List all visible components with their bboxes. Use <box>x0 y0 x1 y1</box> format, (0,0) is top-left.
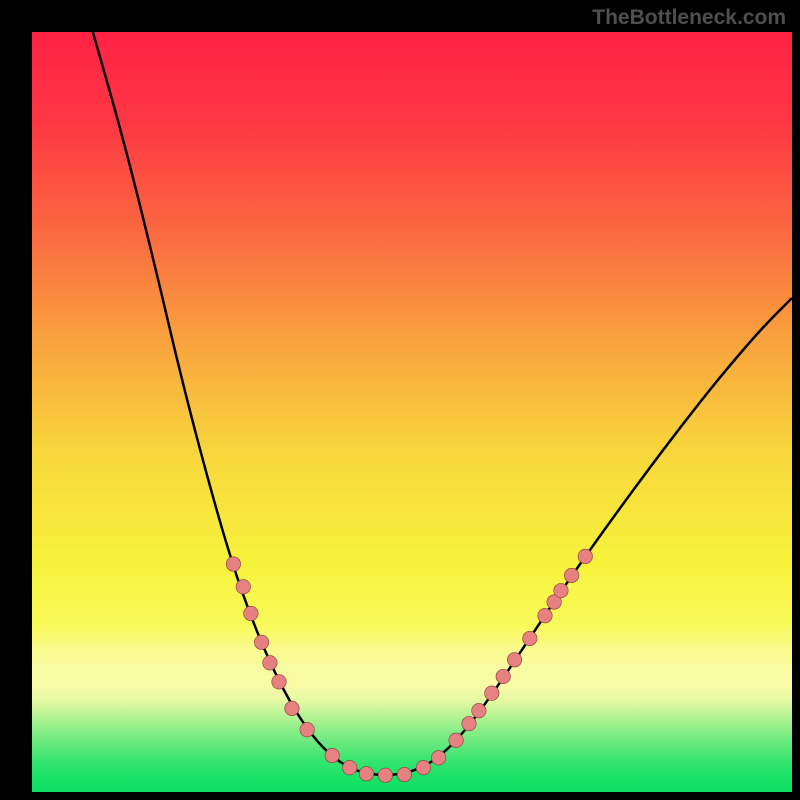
attribution-text: TheBottleneck.com <box>592 6 786 30</box>
data-marker <box>538 608 552 622</box>
bottleneck-curve <box>93 32 792 775</box>
data-markers <box>226 549 592 782</box>
data-marker <box>449 733 463 747</box>
data-marker <box>325 748 339 762</box>
data-marker <box>554 583 568 597</box>
data-marker <box>263 656 277 670</box>
data-marker <box>578 549 592 563</box>
data-marker <box>226 557 240 571</box>
data-marker <box>507 653 521 667</box>
data-marker <box>564 568 578 582</box>
data-marker <box>254 635 268 649</box>
data-marker <box>416 760 430 774</box>
data-marker <box>431 751 445 765</box>
data-marker <box>285 701 299 715</box>
plot-area <box>32 32 792 792</box>
data-marker <box>244 606 258 620</box>
curve-layer <box>32 32 792 792</box>
data-marker <box>300 722 314 736</box>
data-marker <box>485 686 499 700</box>
data-marker <box>462 716 476 730</box>
data-marker <box>359 767 373 781</box>
data-marker <box>342 760 356 774</box>
data-marker <box>472 703 486 717</box>
data-marker <box>272 675 286 689</box>
data-marker <box>523 631 537 645</box>
data-marker <box>496 669 510 683</box>
data-marker <box>236 580 250 594</box>
data-marker <box>397 767 411 781</box>
data-marker <box>378 768 392 782</box>
